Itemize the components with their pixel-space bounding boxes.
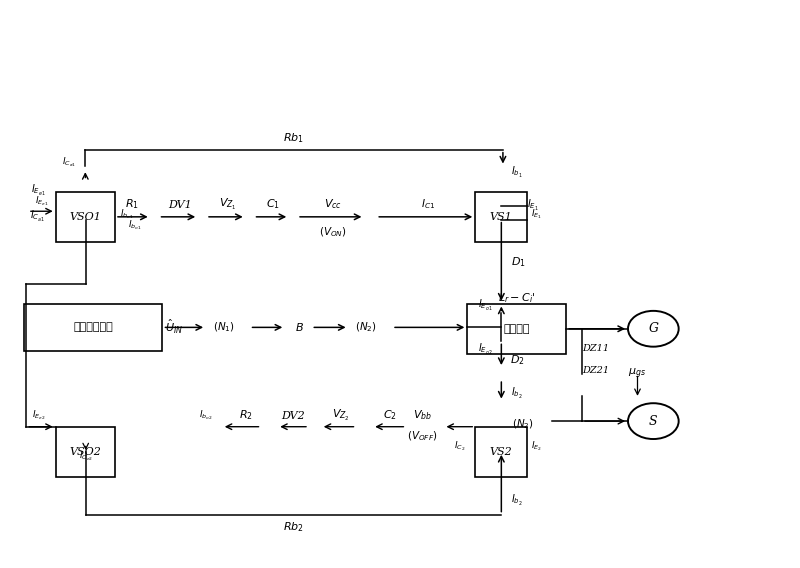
Text: $I_{b_1}$: $I_{b_1}$ bbox=[511, 165, 523, 179]
Text: VSO1: VSO1 bbox=[70, 212, 102, 222]
Text: $I_{b_{o1}}$: $I_{b_{o1}}$ bbox=[120, 207, 134, 221]
Text: $I_{b_2}$: $I_{b_2}$ bbox=[511, 493, 523, 508]
FancyBboxPatch shape bbox=[24, 303, 162, 351]
Text: $V_{bb}$: $V_{bb}$ bbox=[413, 408, 432, 423]
Text: VS2: VS2 bbox=[490, 447, 512, 457]
Text: $V_{cc}$: $V_{cc}$ bbox=[324, 198, 342, 211]
Text: $R_2$: $R_2$ bbox=[238, 408, 253, 423]
Text: $(N_1)$: $(N_1)$ bbox=[214, 320, 235, 334]
Text: 输入高频电流: 输入高频电流 bbox=[74, 323, 113, 332]
Text: $I_{E_{e1}}$: $I_{E_{e1}}$ bbox=[30, 182, 46, 198]
Text: $I_{C_{e2}}$: $I_{C_{e2}}$ bbox=[78, 450, 93, 463]
Text: $I_{E_{e2}}$: $I_{E_{e2}}$ bbox=[32, 409, 46, 422]
Text: $I_{C_2}$: $I_{C_2}$ bbox=[454, 440, 465, 453]
Text: 串联谐振: 串联谐振 bbox=[503, 324, 530, 334]
Text: $(V_{ON})$: $(V_{ON})$ bbox=[319, 225, 346, 239]
FancyBboxPatch shape bbox=[475, 191, 526, 242]
FancyBboxPatch shape bbox=[56, 427, 115, 477]
Text: $D_1$: $D_1$ bbox=[511, 254, 526, 269]
Text: $I_{b_{o1}}$: $I_{b_{o1}}$ bbox=[128, 219, 142, 232]
Text: $Rb_1$: $Rb_1$ bbox=[282, 132, 304, 145]
Text: $L_r - C_i$': $L_r - C_i$' bbox=[498, 291, 536, 305]
Text: $C_1$: $C_1$ bbox=[266, 198, 280, 211]
Text: VS1: VS1 bbox=[490, 212, 512, 222]
Text: $I_{b_{o2}}$: $I_{b_{o2}}$ bbox=[199, 409, 213, 422]
Text: $(N_2)$: $(N_2)$ bbox=[512, 417, 534, 431]
Text: $(N_2)$: $(N_2)$ bbox=[355, 320, 377, 334]
Text: $D_2$: $D_2$ bbox=[510, 353, 525, 367]
Text: VSO2: VSO2 bbox=[70, 447, 102, 457]
Text: $I_{C_{a1}}$: $I_{C_{a1}}$ bbox=[30, 210, 46, 224]
Text: DV1: DV1 bbox=[168, 199, 192, 210]
Text: $I_{C_{a1}}$: $I_{C_{a1}}$ bbox=[62, 155, 76, 169]
Text: DZ11: DZ11 bbox=[582, 344, 610, 353]
Text: S: S bbox=[649, 415, 658, 428]
Text: $I_{E_{o2}}$: $I_{E_{o2}}$ bbox=[478, 343, 493, 357]
Text: $\mu_{gs}$: $\mu_{gs}$ bbox=[629, 366, 646, 381]
Text: DV2: DV2 bbox=[282, 411, 305, 420]
Circle shape bbox=[628, 403, 678, 439]
Text: $(V_{OFF})$: $(V_{OFF})$ bbox=[407, 429, 438, 443]
Text: $V_{Z_1}$: $V_{Z_1}$ bbox=[218, 197, 236, 212]
Text: $I_{E_{e1}}$: $I_{E_{e1}}$ bbox=[34, 194, 48, 208]
Text: $C_2$: $C_2$ bbox=[382, 408, 397, 423]
Text: DZ21: DZ21 bbox=[582, 366, 610, 375]
Text: $\hat{U}_{IN}$: $\hat{U}_{IN}$ bbox=[166, 318, 183, 336]
Text: $I_{E_{o1}}$: $I_{E_{o1}}$ bbox=[478, 298, 493, 312]
Text: $I_{E_1}$: $I_{E_1}$ bbox=[527, 198, 539, 213]
Text: $I_{E_2}$: $I_{E_2}$ bbox=[530, 440, 542, 453]
FancyBboxPatch shape bbox=[475, 427, 526, 477]
Text: $B$: $B$ bbox=[295, 321, 304, 333]
FancyBboxPatch shape bbox=[467, 303, 566, 354]
Text: $I_{E_1}$: $I_{E_1}$ bbox=[530, 207, 542, 221]
Text: G: G bbox=[648, 322, 658, 335]
Text: $I_{C1}$: $I_{C1}$ bbox=[421, 198, 434, 211]
Circle shape bbox=[628, 311, 678, 346]
Text: $I_{b_2}$: $I_{b_2}$ bbox=[511, 386, 523, 400]
Text: $Rb_2$: $Rb_2$ bbox=[282, 520, 303, 534]
Text: $V_{Z_2}$: $V_{Z_2}$ bbox=[332, 408, 350, 423]
FancyBboxPatch shape bbox=[56, 191, 115, 242]
Text: $R_1$: $R_1$ bbox=[126, 198, 139, 211]
